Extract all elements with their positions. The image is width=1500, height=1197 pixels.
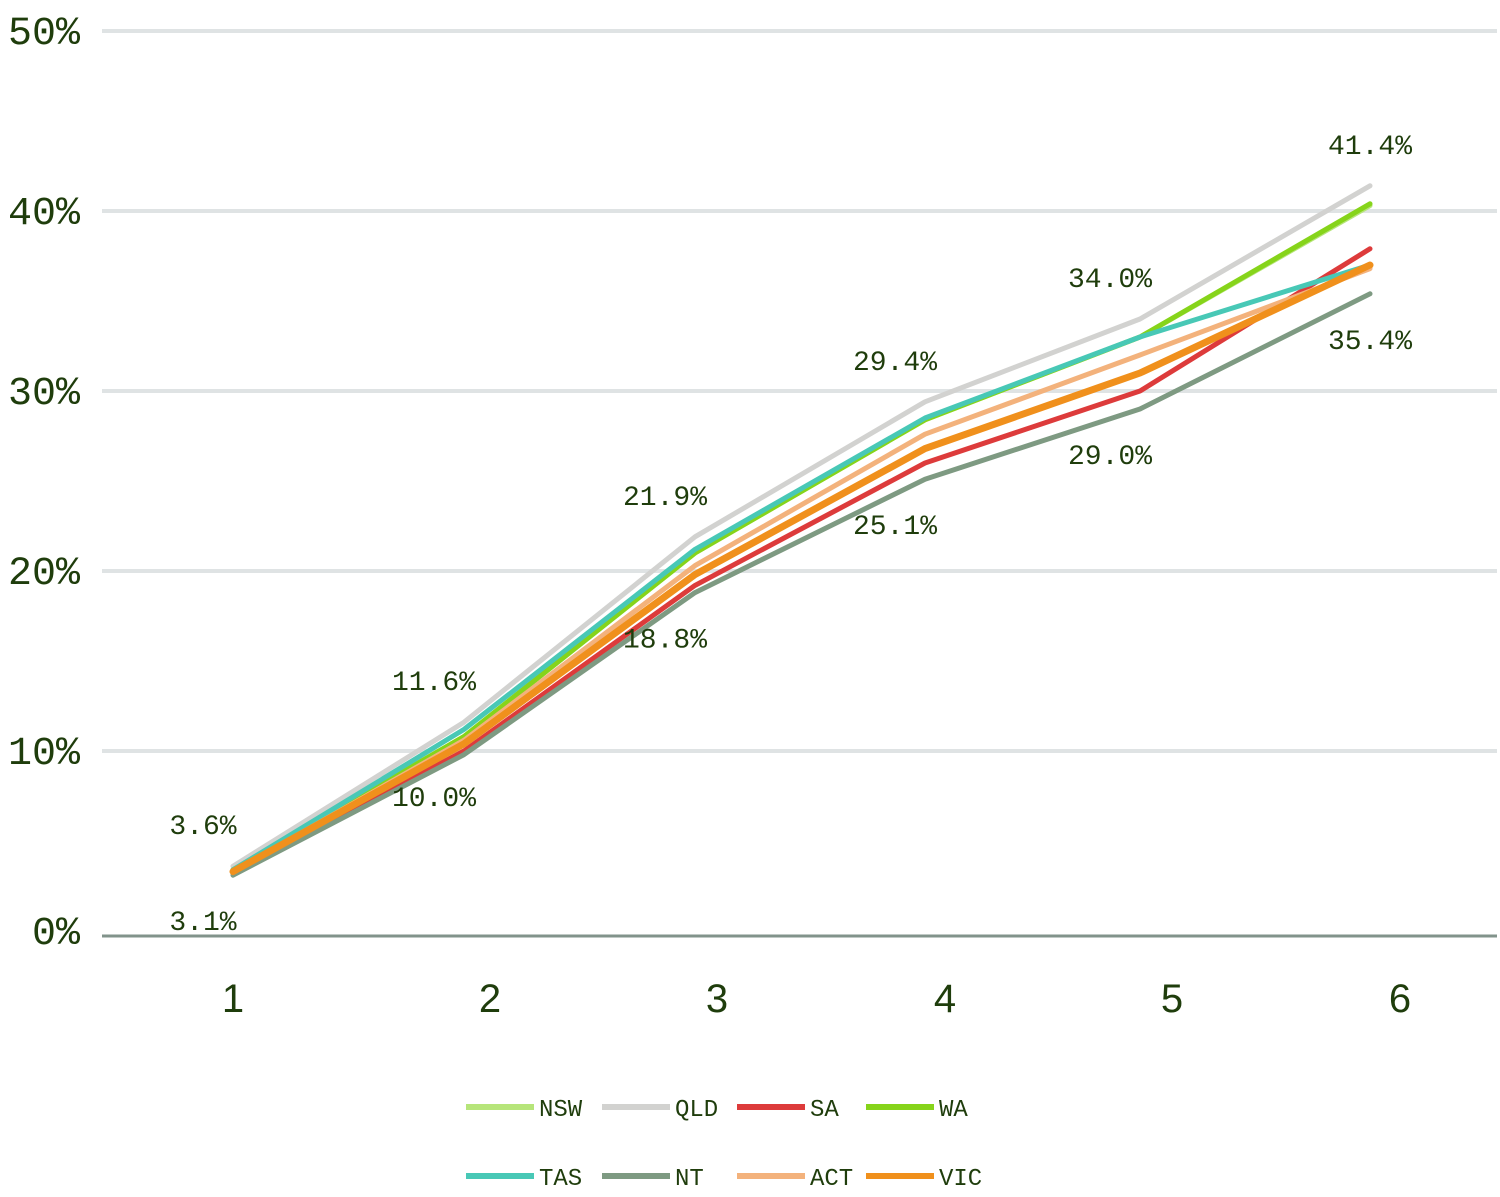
y-axis-tick-labels: 0% 10% 20% 30% 40% 50% <box>8 12 81 957</box>
data-label: 29.0% <box>1068 442 1152 473</box>
y-tick-label: 30% <box>8 372 81 417</box>
data-label: 21.9% <box>623 483 707 514</box>
legend-label: SA <box>810 1097 839 1124</box>
data-label: 11.6% <box>392 668 476 699</box>
y-tick-label: 10% <box>8 732 81 777</box>
legend-label: WA <box>939 1097 968 1124</box>
data-label: 35.4% <box>1328 327 1412 358</box>
legend-label: NT <box>675 1166 704 1193</box>
legend-item-nt: NT <box>602 1166 704 1193</box>
legend-item-sa: SA <box>737 1097 839 1124</box>
y-tick-label: 20% <box>8 552 81 597</box>
data-label: 29.4% <box>853 348 937 379</box>
series-line-qld <box>230 183 1373 869</box>
series-line-vic <box>229 261 1374 876</box>
legend-item-tas: TAS <box>466 1166 582 1193</box>
x-tick-label: 3 <box>706 977 728 1021</box>
data-label: 41.4% <box>1328 132 1412 163</box>
x-axis-tick-labels: 1 2 3 4 5 6 <box>222 977 1411 1021</box>
x-tick-label: 5 <box>1161 977 1183 1021</box>
series-line-tas <box>230 262 1373 873</box>
data-label: 25.1% <box>853 512 937 543</box>
x-tick-label: 2 <box>479 977 501 1021</box>
legend-label: VIC <box>939 1166 982 1193</box>
legend-label: TAS <box>539 1166 582 1193</box>
x-tick-label: 1 <box>222 977 244 1021</box>
data-label: 34.0% <box>1068 265 1152 296</box>
data-label: 10.0% <box>392 784 476 815</box>
legend-label: QLD <box>675 1097 718 1124</box>
y-tick-label: 0% <box>32 912 81 957</box>
grid-lines <box>102 29 1497 938</box>
legend-item-wa: WA <box>866 1097 968 1124</box>
legend-label: ACT <box>810 1166 853 1193</box>
legend: NSW QLD SA WA TAS NT ACT VIC <box>466 1097 982 1193</box>
x-tick-label: 4 <box>934 977 956 1021</box>
data-labels: 3.6% 3.1% 11.6% 10.0% 21.9% 18.8% 29.4% 25.1% 34… <box>169 132 1412 939</box>
y-tick-label: 40% <box>8 192 81 237</box>
legend-label: NSW <box>539 1097 583 1124</box>
series-lines <box>229 183 1374 878</box>
legend-item-vic: VIC <box>866 1166 982 1193</box>
data-label: 3.6% <box>169 812 236 843</box>
legend-item-act: ACT <box>737 1166 853 1193</box>
legend-item-qld: QLD <box>602 1097 718 1124</box>
series-line-sa <box>230 246 1373 876</box>
series-line-nt <box>230 291 1373 878</box>
legend-item-nsw: NSW <box>466 1097 583 1124</box>
series-line-wa <box>230 201 1373 873</box>
x-tick-label: 6 <box>1389 977 1411 1021</box>
data-label: 18.8% <box>623 626 707 657</box>
y-tick-label: 50% <box>8 12 81 57</box>
data-label: 3.1% <box>169 908 236 939</box>
